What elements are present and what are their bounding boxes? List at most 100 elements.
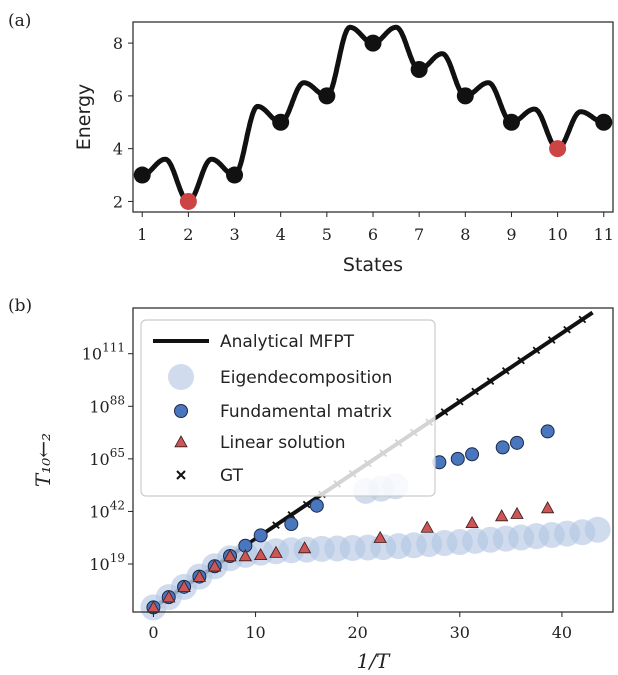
x-tick-label-a: 4	[276, 225, 286, 244]
gt-point	[455, 397, 464, 406]
tick-exponent: 19	[110, 551, 125, 565]
y-tick-label-a: 6	[113, 87, 123, 106]
tick-exponent: 88	[110, 393, 125, 407]
x-tick-label-a: 10	[547, 225, 567, 244]
fundamental-matrix-point	[284, 517, 299, 531]
y-tick-label-b: 1088	[89, 393, 125, 416]
y-axis-label-a: Energy	[73, 84, 95, 151]
x-tick-label-a: 6	[368, 225, 378, 244]
fundamental-matrix-point	[495, 440, 510, 455]
linear-solution-point	[420, 520, 434, 533]
tick-exponent: 111	[102, 341, 125, 355]
y-tick-label-b: 1042	[89, 498, 125, 521]
y-tick-label-b: 10111	[82, 341, 125, 364]
x-axis-label-b: 1/T	[357, 649, 391, 673]
legend-marker-circle	[174, 404, 188, 418]
legend-marker-triangle	[174, 435, 188, 448]
linear-solution-point	[510, 506, 524, 519]
minimum-point	[364, 34, 382, 52]
energy-curve	[140, 24, 606, 204]
x-tick-label-a: 7	[414, 225, 424, 244]
highlighted-minimum	[549, 140, 567, 158]
minimum-point	[502, 113, 520, 131]
tick-base: 10	[82, 345, 102, 364]
minimum-point	[133, 166, 151, 184]
x-tick-label-a: 8	[460, 225, 470, 244]
panel-label-a: (a)	[8, 11, 31, 31]
x-tick-label-a: 1	[137, 225, 147, 244]
linear-solution-point	[253, 548, 268, 561]
y-tick-label-b: 1019	[89, 551, 125, 574]
x-tick-label-a: 9	[506, 225, 516, 244]
x-tick-label-a: 3	[229, 225, 239, 244]
gt-point	[471, 387, 479, 396]
x-tick-label-a: 5	[322, 225, 332, 244]
y-tick-label-a: 4	[113, 140, 123, 159]
legend-label: Fundamental matrix	[220, 402, 392, 422]
minimum-point	[272, 113, 290, 131]
legend-label: GT	[220, 466, 244, 486]
gt-point	[287, 511, 296, 519]
y-tick-label-a: 2	[113, 192, 123, 211]
tick-base: 10	[89, 502, 109, 521]
linear-solution-point	[269, 545, 283, 558]
linear-solution-point	[177, 580, 191, 593]
x-axis-label-a: States	[343, 254, 403, 276]
minimum-point	[410, 61, 428, 78]
gt-point	[532, 346, 541, 355]
plot-frame-b	[132, 307, 614, 613]
fundamental-matrix-point	[253, 528, 268, 543]
x-tick-label-b: 10	[245, 623, 265, 642]
y-tick-label-a: 8	[113, 34, 123, 53]
linear-solution-point	[373, 530, 387, 543]
eigendecomposition-point	[584, 516, 611, 543]
gt-point	[302, 500, 311, 509]
y-tick-label-b: 1065	[89, 446, 125, 469]
fundamental-matrix-point	[540, 424, 555, 439]
legend-marker-big-circle	[168, 364, 194, 390]
legend-label: Eigendecomposition	[220, 368, 392, 388]
x-tick-label-b: 0	[148, 623, 158, 642]
gt-point	[486, 377, 495, 385]
gt-point	[563, 325, 571, 334]
panel-label-b: (b)	[8, 296, 32, 316]
tick-base: 10	[89, 450, 109, 469]
x-tick-label-b: 40	[552, 623, 572, 642]
highlighted-minimum	[179, 192, 197, 210]
gt-point	[578, 315, 587, 324]
linear-solution-point	[238, 549, 253, 562]
minimum-point	[318, 87, 336, 105]
panel-b: 0 10 20 30 401019104210651088101111/TT₁₀←₂An…	[31, 307, 614, 673]
minimum-point	[595, 113, 613, 131]
tick-exponent: 42	[110, 498, 125, 512]
gt-point	[517, 356, 525, 365]
linear-solution-point	[192, 569, 207, 582]
tick-exponent: 65	[110, 446, 125, 460]
gt-point	[501, 367, 510, 375]
fundamental-matrix-point	[510, 435, 524, 450]
legend-marker-x	[176, 470, 186, 480]
gt-point	[272, 521, 280, 529]
x-tick-label-b: 30	[450, 623, 470, 642]
legend-label: Analytical MFPT	[220, 332, 355, 352]
fundamental-matrix-point	[450, 451, 465, 466]
legend: Analytical MFPT Eigendecomposition Fundame…	[140, 319, 436, 497]
legend-label: Linear solution	[220, 433, 346, 453]
gt-point	[440, 408, 449, 416]
tick-base: 10	[89, 397, 109, 416]
tick-base: 10	[89, 555, 109, 574]
linear-solution-point	[495, 509, 509, 522]
linear-solution-point	[540, 501, 555, 514]
minimum-point	[226, 166, 244, 184]
linear-solution-point	[223, 549, 237, 562]
gt-point	[547, 336, 556, 344]
linear-solution-point	[465, 516, 479, 529]
minimum-point	[456, 87, 474, 105]
x-tick-label-a: 11	[594, 225, 614, 244]
fundamental-matrix-point	[465, 447, 480, 462]
linear-solution-point	[208, 559, 222, 572]
y-axis-label-b: T₁₀←₂	[31, 433, 55, 487]
linear-solution-point	[162, 590, 176, 603]
